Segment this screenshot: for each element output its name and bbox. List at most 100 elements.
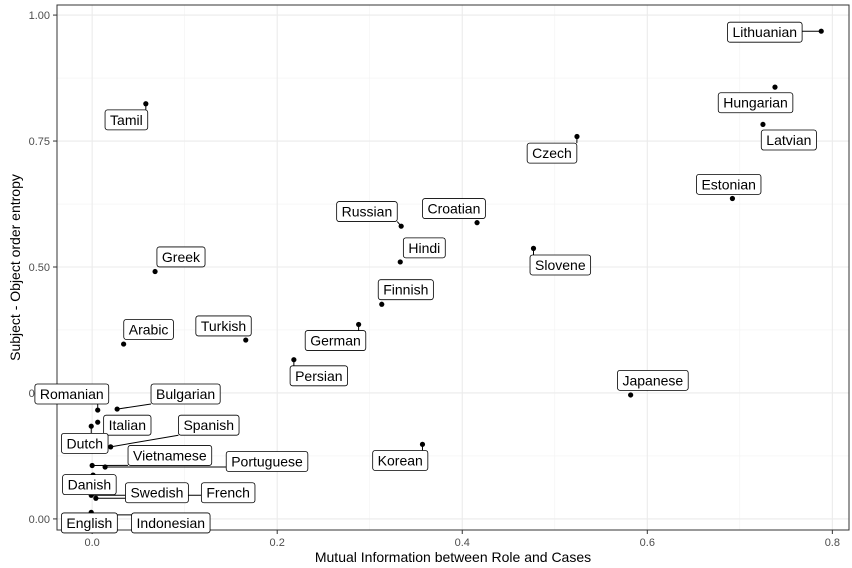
grid-lines (57, 5, 849, 530)
point-label-text: German (310, 333, 361, 349)
point-label-text: Italian (109, 417, 146, 433)
point-hindi (397, 259, 403, 265)
point-label-text: Indonesian (137, 515, 206, 531)
point-label-box (304, 330, 367, 351)
point-label-text: Vietnamese (133, 447, 207, 463)
point-bulgarian (114, 406, 120, 412)
point-label-box (526, 142, 578, 164)
point-portuguese (102, 464, 108, 470)
point-label-box (377, 279, 434, 301)
point-german (356, 321, 362, 328)
label-swedish: Swedish (125, 482, 189, 504)
point-label-box (123, 319, 174, 340)
label-indonesian: Indonesian (131, 512, 211, 534)
point-label-box (34, 383, 110, 405)
point-italian (95, 419, 101, 425)
x-tick-label: 0.2 (270, 537, 285, 549)
point-label-text: Hungarian (723, 95, 788, 111)
point-label-box (150, 383, 221, 405)
connector-bulgarian (117, 403, 152, 410)
y-tick-label: 0.75 (29, 136, 50, 148)
point-tamil (143, 101, 149, 107)
label-arabic: Arabic (123, 319, 174, 340)
point-label-box (62, 474, 117, 496)
label-turkish: Turkish (195, 315, 252, 337)
point-label-text: Estonian (701, 176, 755, 192)
point-label-box (717, 92, 794, 114)
point-label-box (727, 21, 803, 43)
y-axis-title: Subject - Object order entropy (7, 174, 23, 361)
point-dutch (88, 423, 94, 429)
point-label-box (289, 365, 348, 387)
connector-spanish (110, 434, 179, 448)
point-label-text: Turkish (201, 318, 246, 334)
point-label-box (372, 450, 429, 471)
point-label-text: Japanese (622, 372, 683, 388)
point-label-box (402, 237, 446, 259)
point-label-box (127, 445, 213, 466)
point-slovene (530, 245, 537, 251)
point-vietnamese (89, 462, 95, 469)
point-label-text: Greek (162, 249, 201, 265)
point-label-box (696, 173, 762, 195)
point-spanish (108, 444, 114, 450)
label-dutch: Dutch (61, 432, 109, 454)
label-czech: Czech (526, 142, 578, 164)
y-tick-label: 1.00 (29, 10, 50, 22)
point-label-text: Portuguese (231, 453, 303, 469)
point-label-text: Korean (378, 452, 423, 468)
point-label-text: Russian (342, 204, 393, 220)
point-label-box (178, 414, 240, 436)
point-label-box (617, 369, 689, 391)
label-slovene: Slovene (529, 254, 592, 276)
label-korean: Korean (372, 450, 429, 471)
point-label-box (336, 201, 398, 222)
point-label-text: Latvian (766, 132, 811, 148)
label-italian: Italian (103, 414, 152, 436)
point-turkish (243, 337, 249, 343)
label-english: English (61, 512, 118, 534)
axis-ticks: 0.00.20.40.60.80.000.250.500.751.00 (29, 10, 840, 549)
point-persian (291, 357, 297, 363)
label-french: French (200, 482, 256, 504)
point-label-box (103, 414, 152, 436)
point-label-text: Arabic (129, 321, 169, 337)
point-label-box (200, 482, 256, 504)
point-label-text: Romanian (40, 386, 104, 402)
label-danish: Danish (62, 474, 117, 496)
label-bulgarian: Bulgarian (150, 383, 221, 405)
point-label-text: Bulgarian (156, 386, 215, 402)
point-label-box (125, 482, 189, 504)
label-vietnamese: Vietnamese (127, 445, 213, 466)
point-label-text: Danish (68, 477, 112, 493)
label-latvian: Latvian (760, 129, 817, 151)
point-lithuanian (818, 28, 824, 34)
point-greek (152, 268, 158, 275)
x-tick-label: 0.8 (825, 537, 840, 549)
point-label-text: Spanish (183, 417, 234, 433)
point-korean (419, 441, 426, 447)
label-lithuanian: Lithuanian (727, 21, 803, 43)
point-label-text: Lithuanian (732, 24, 797, 40)
point-label-text: Finnish (383, 282, 428, 298)
point-label-text: Tamil (110, 112, 143, 128)
point-label-box (156, 246, 206, 268)
point-label-text: Swedish (130, 485, 183, 501)
point-finnish (379, 301, 385, 307)
point-hungarian (772, 84, 778, 90)
point-label-text: Czech (532, 145, 572, 161)
point-label-box (195, 315, 252, 337)
label-connectors (90, 30, 822, 516)
point-label-box (104, 109, 149, 131)
label-croatian: Croatian (422, 198, 486, 219)
label-german: German (304, 330, 367, 351)
point-label-box (529, 254, 592, 276)
point-label-text: English (66, 515, 112, 531)
point-russian (398, 223, 404, 229)
label-spanish: Spanish (178, 414, 240, 436)
point-label-text: Croatian (427, 201, 480, 217)
point-label-text: Slovene (535, 257, 586, 273)
point-label-box (760, 129, 817, 151)
label-hungarian: Hungarian (717, 92, 794, 114)
